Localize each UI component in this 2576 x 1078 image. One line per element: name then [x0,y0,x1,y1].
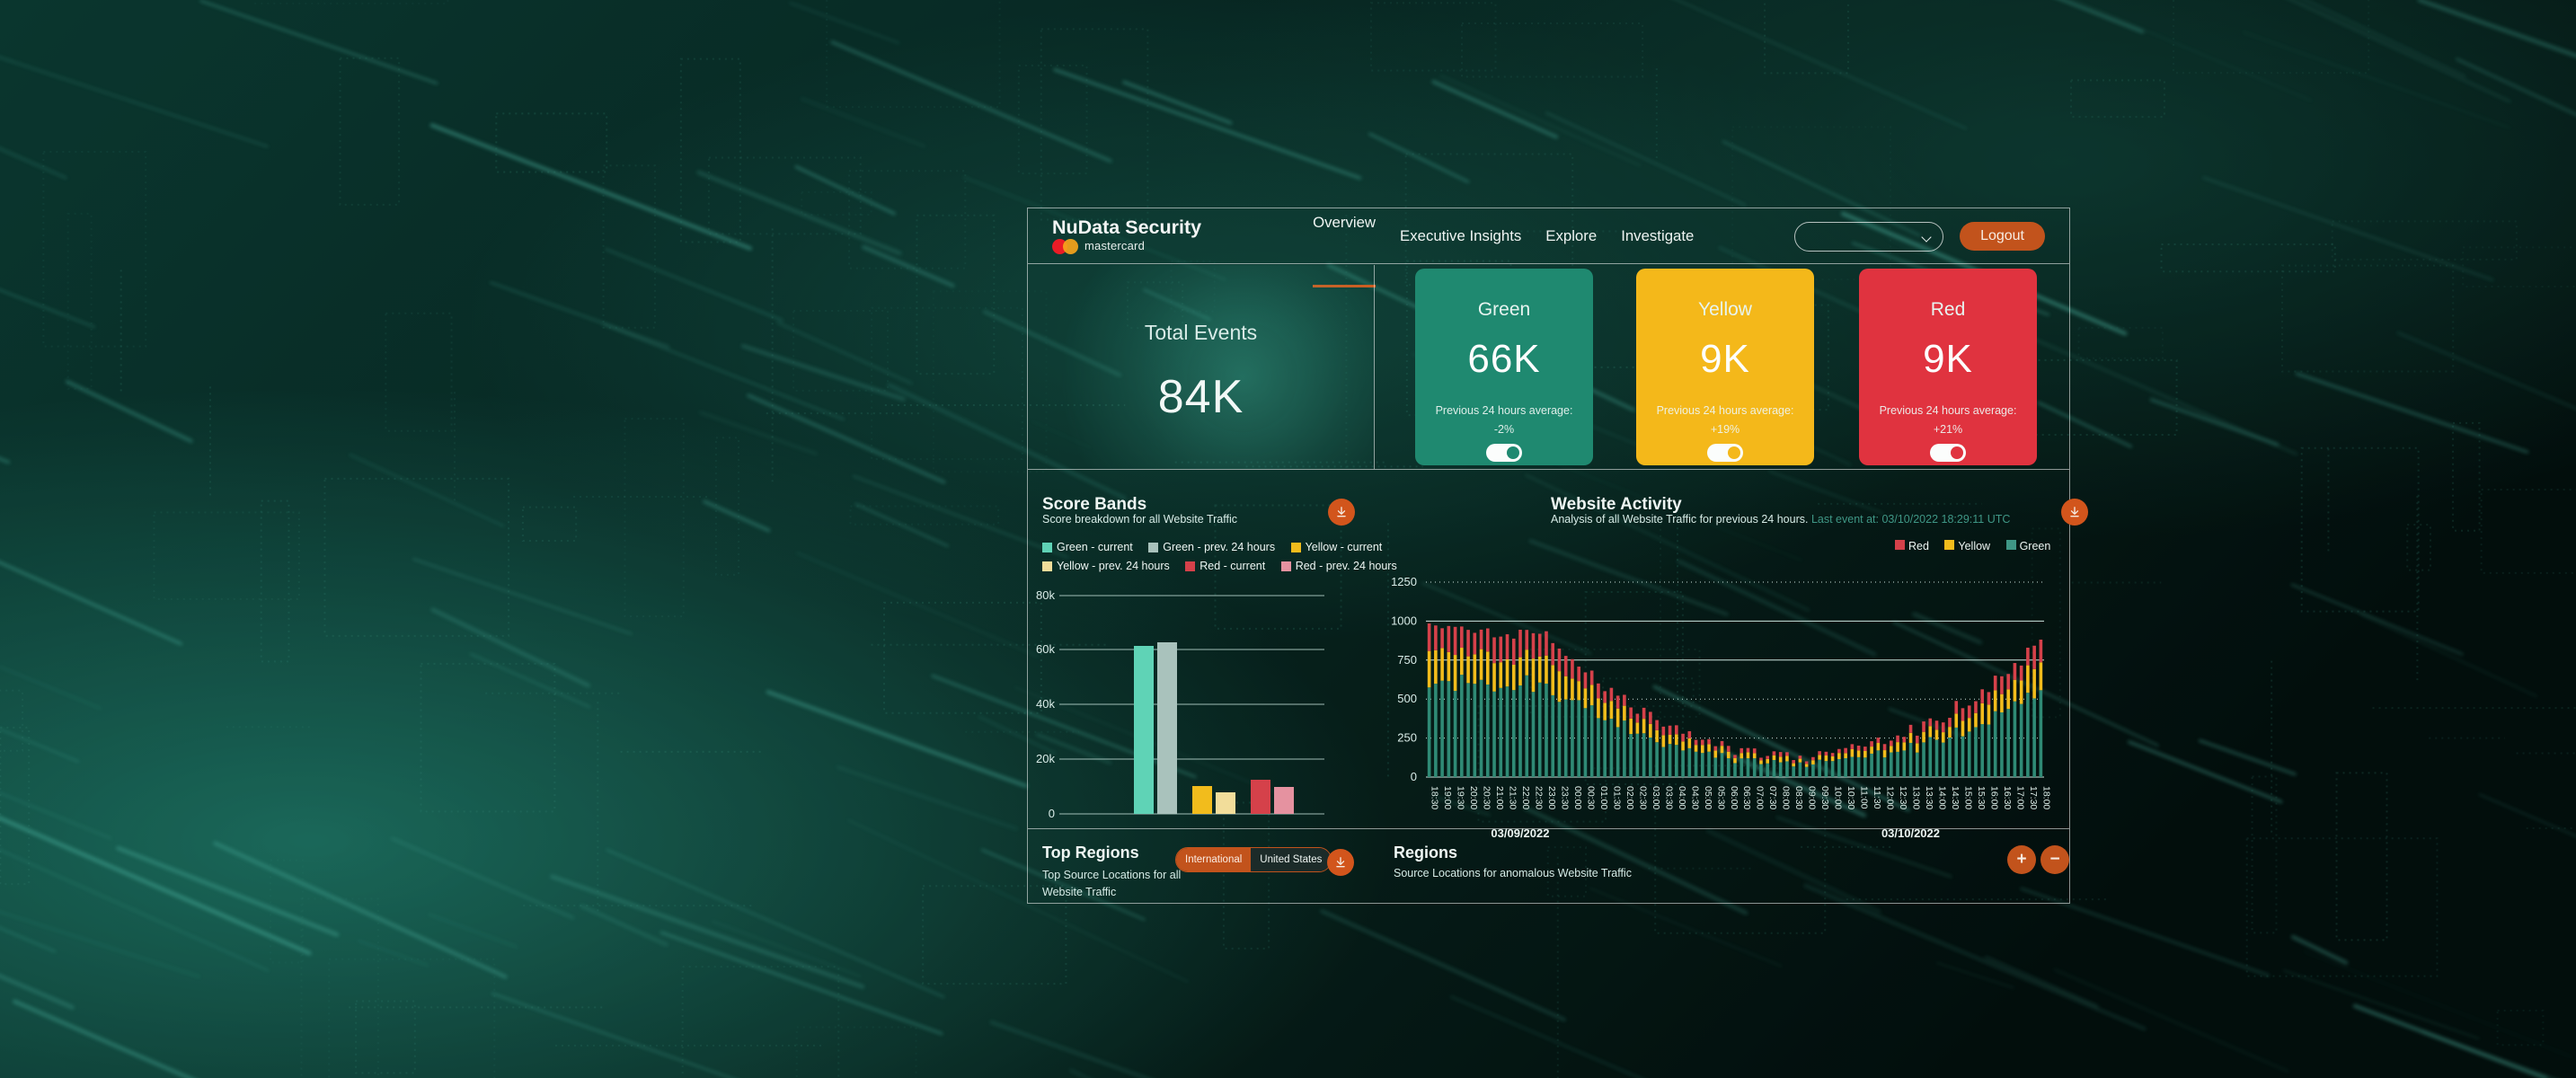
svg-text:00:30: 00:30 [1585,786,1596,809]
svg-text:21:30: 21:30 [1508,786,1518,809]
svg-text:01:00: 01:00 [1598,786,1609,809]
svg-text:06:30: 06:30 [1741,786,1752,809]
svg-text:07:00: 07:00 [1755,786,1766,809]
svg-text:04:00: 04:00 [1677,786,1687,809]
svg-text:19:30: 19:30 [1456,786,1466,809]
svg-text:12:00: 12:00 [1885,786,1896,809]
svg-text:15:00: 15:00 [1962,786,1973,809]
svg-text:40k: 40k [1036,697,1055,711]
svg-text:21:00: 21:00 [1494,786,1505,809]
svg-text:14:30: 14:30 [1950,786,1961,809]
svg-text:00:00: 00:00 [1572,786,1583,809]
svg-text:20k: 20k [1036,752,1055,765]
svg-text:11:30: 11:30 [1872,786,1882,809]
svg-text:250: 250 [1397,731,1417,745]
svg-text:19:00: 19:00 [1442,786,1453,809]
svg-text:01:30: 01:30 [1611,786,1622,809]
svg-text:06:00: 06:00 [1729,786,1739,809]
svg-text:12:30: 12:30 [1898,786,1908,809]
svg-text:13:30: 13:30 [1924,786,1934,809]
svg-text:1000: 1000 [1391,614,1417,627]
svg-text:0: 0 [1049,807,1055,820]
svg-text:20:30: 20:30 [1482,786,1492,809]
svg-text:22:30: 22:30 [1533,786,1544,809]
svg-text:23:30: 23:30 [1559,786,1570,809]
svg-text:05:00: 05:00 [1703,786,1713,809]
svg-text:20:00: 20:00 [1468,786,1479,809]
svg-text:750: 750 [1397,653,1417,667]
svg-text:22:00: 22:00 [1520,786,1531,809]
svg-text:0: 0 [1411,770,1417,783]
svg-text:04:30: 04:30 [1689,786,1700,809]
svg-text:80k: 80k [1036,588,1055,602]
svg-text:23:00: 23:00 [1546,786,1557,809]
svg-text:16:30: 16:30 [2002,786,2013,809]
svg-text:03:00: 03:00 [1651,786,1661,809]
svg-text:60k: 60k [1036,642,1055,656]
svg-text:09:00: 09:00 [1807,786,1818,809]
svg-text:1250: 1250 [1391,575,1417,588]
svg-text:15:30: 15:30 [1976,786,1987,809]
svg-text:10:30: 10:30 [1846,786,1856,809]
svg-text:18:00: 18:00 [2040,786,2051,809]
svg-text:07:30: 07:30 [1767,786,1778,809]
svg-text:02:00: 02:00 [1624,786,1635,809]
svg-text:14:00: 14:00 [1937,786,1948,809]
svg-text:16:00: 16:00 [1988,786,1999,809]
svg-text:500: 500 [1397,692,1417,705]
svg-text:03:30: 03:30 [1663,786,1674,809]
svg-text:08:00: 08:00 [1781,786,1792,809]
svg-text:08:30: 08:30 [1793,786,1804,809]
svg-text:10:00: 10:00 [1833,786,1844,809]
svg-text:02:30: 02:30 [1637,786,1648,809]
svg-text:05:30: 05:30 [1715,786,1726,809]
svg-text:17:30: 17:30 [2028,786,2039,809]
svg-text:18:30: 18:30 [1430,786,1440,809]
svg-text:17:00: 17:00 [2014,786,2025,809]
svg-text:13:00: 13:00 [1911,786,1922,809]
svg-text:11:00: 11:00 [1859,786,1870,809]
svg-text:09:30: 09:30 [1819,786,1830,809]
